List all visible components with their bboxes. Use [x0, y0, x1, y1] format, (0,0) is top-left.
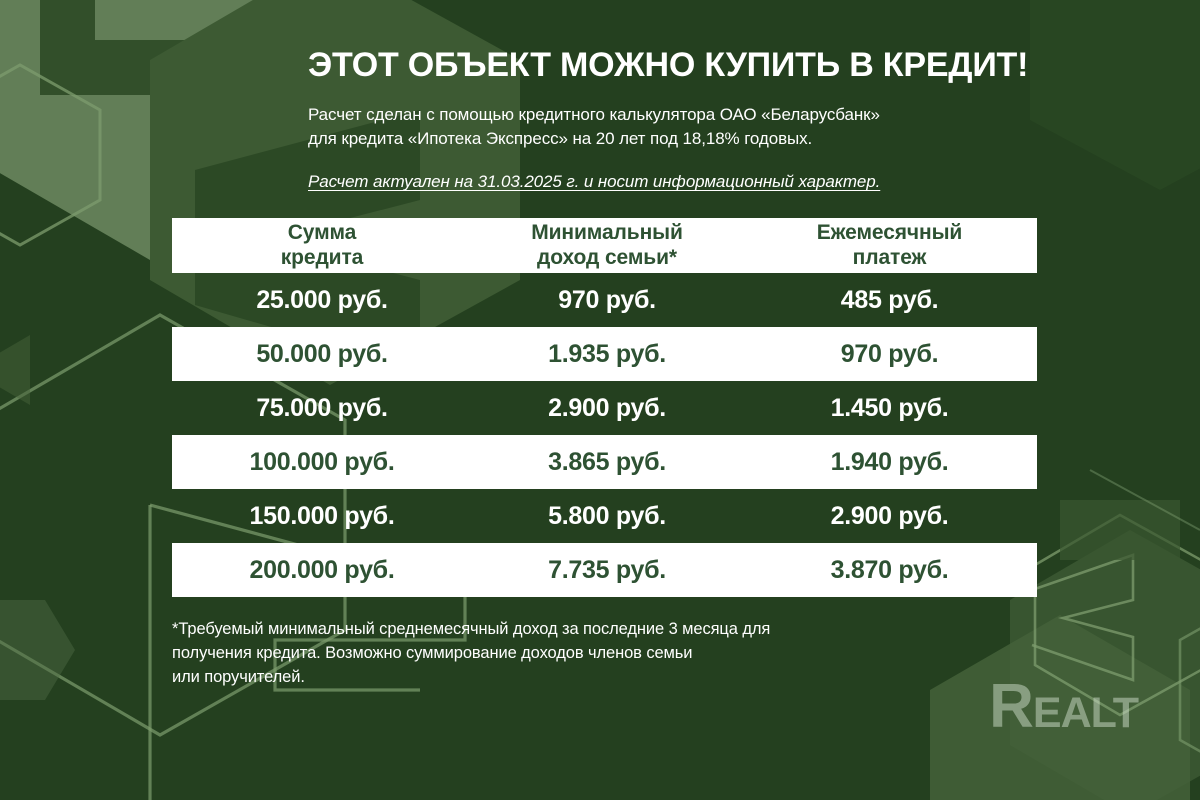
- credit-table: Сумма кредита Минимальный доход семьи* Е…: [172, 218, 1037, 597]
- page-title: ЭТОТ ОБЪЕКТ МОЖНО КУПИТЬ В КРЕДИТ!: [308, 46, 1029, 84]
- table-row: 75.000 руб. 2.900 руб. 1.450 руб.: [172, 381, 1037, 435]
- table-header-row: Сумма кредита Минимальный доход семьи* Е…: [172, 218, 1037, 273]
- pattern-top-right: [1030, 0, 1200, 190]
- pattern-top-left: [0, 0, 520, 800]
- column-header-amount: Сумма кредита: [172, 221, 472, 271]
- cell-amount: 50.000 руб.: [256, 339, 388, 368]
- cell-amount: 75.000 руб.: [256, 393, 388, 422]
- column-header-income-line1: Минимальный: [531, 220, 683, 244]
- column-header-amount-line1: Сумма: [287, 220, 357, 244]
- cell-income: 970 руб.: [558, 285, 656, 314]
- subtitle-line-2: для кредита «Ипотека Экспресс» на 20 лет…: [308, 129, 813, 149]
- cell-income: 1.935 руб.: [548, 339, 666, 368]
- cell-income: 5.800 руб.: [548, 501, 666, 530]
- footnote-line-2: получения кредита. Возможно суммирование…: [172, 643, 693, 662]
- column-header-income-line2: доход семьи*: [537, 245, 677, 269]
- pattern-bottom-right: [930, 469, 1200, 800]
- footnote-line-1: *Требуемый минимальный среднемесячный до…: [172, 620, 771, 638]
- table-row: 200.000 руб. 7.735 руб. 3.870 руб.: [172, 543, 1037, 597]
- cell-payment: 1.450 руб.: [830, 393, 949, 422]
- column-header-payment-line1: Ежемесячный: [816, 220, 963, 244]
- cell-amount: 100.000 руб.: [249, 447, 395, 476]
- realt-logo: Realt: [989, 676, 1139, 738]
- cell-payment: 2.900 руб.: [830, 501, 949, 530]
- realt-logo-rest: ealt: [1032, 672, 1139, 741]
- cell-amount: 150.000 руб.: [249, 501, 395, 530]
- cell-payment: 1.940 руб.: [830, 447, 949, 476]
- cell-amount: 25.000 руб.: [256, 285, 388, 314]
- column-header-payment-line2: платеж: [852, 245, 927, 269]
- cell-payment: 970 руб.: [840, 339, 939, 368]
- cell-payment: 485 руб.: [840, 285, 939, 314]
- table-row: 100.000 руб. 3.865 руб. 1.940 руб.: [172, 435, 1037, 489]
- realt-logo-initial: R: [989, 672, 1034, 741]
- subtitle-block: Расчет сделан с помощью кредитного кальк…: [308, 103, 1048, 151]
- table-row: 150.000 руб. 5.800 руб. 2.900 руб.: [172, 489, 1037, 543]
- column-header-amount-line2: кредита: [280, 245, 364, 269]
- column-header-income: Минимальный доход семьи*: [472, 221, 742, 271]
- relevance-note: Расчет актуален на 31.03.2025 г. и носит…: [308, 172, 881, 192]
- footnote-line-3: или поручителей.: [172, 667, 305, 686]
- cell-income: 3.865 руб.: [548, 447, 666, 476]
- cell-income: 2.900 руб.: [548, 393, 666, 422]
- column-header-payment: Ежемесячный платеж: [742, 221, 1037, 271]
- table-row: 50.000 руб. 1.935 руб. 970 руб.: [172, 327, 1037, 381]
- table-row: 25.000 руб. 970 руб. 485 руб.: [172, 273, 1037, 327]
- pattern-bottom-left: [0, 335, 30, 405]
- cell-income: 7.735 руб.: [548, 555, 666, 584]
- footnote-block: *Требуемый минимальный среднемесячный до…: [172, 618, 972, 690]
- subtitle-line-1: Расчет сделан с помощью кредитного кальк…: [308, 105, 880, 125]
- cell-amount: 200.000 руб.: [249, 555, 395, 584]
- header-block: ЭТОТ ОБЪЕКТ МОЖНО КУПИТЬ В КРЕДИТ! Расче…: [308, 46, 1048, 192]
- cell-payment: 3.870 руб.: [830, 555, 949, 584]
